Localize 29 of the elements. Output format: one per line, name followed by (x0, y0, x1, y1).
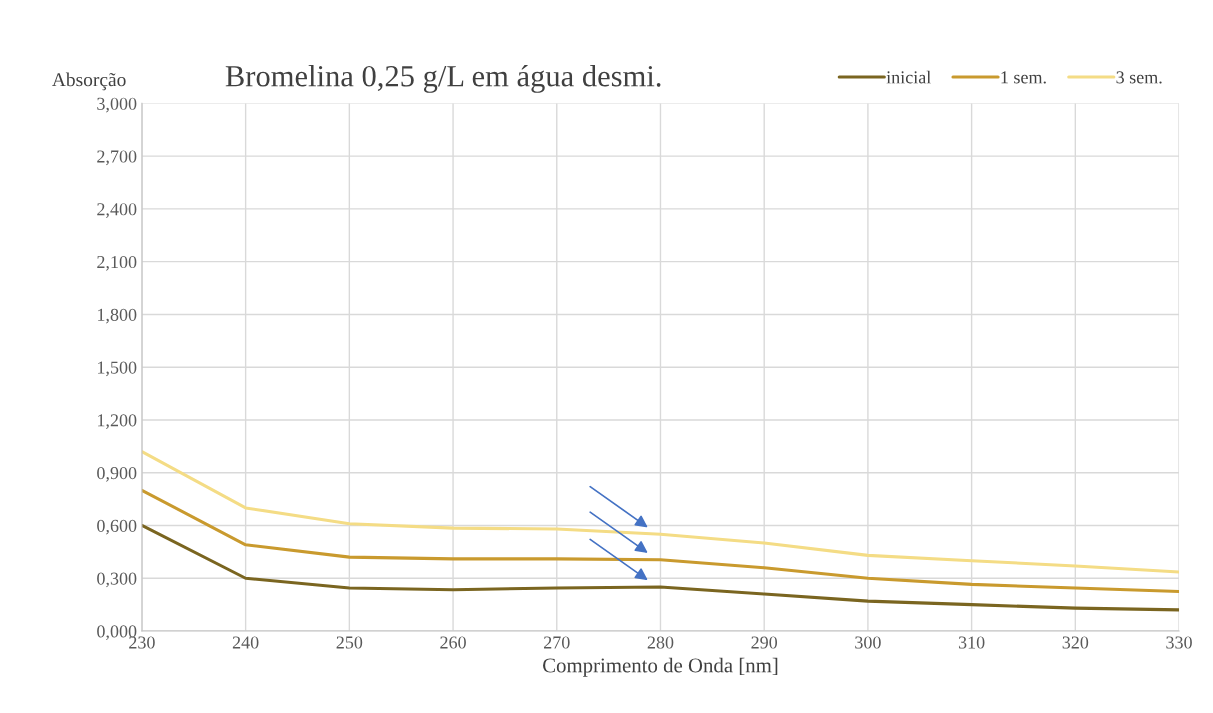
y-tick-label: 0,300 (97, 572, 137, 588)
line-series (141, 488, 1180, 593)
x-tick-label: 310 (958, 636, 985, 649)
x-axis-title: Comprimento de Onda [nm] (543, 657, 778, 677)
line-series (141, 450, 1180, 574)
x-tick-label: 320 (1062, 636, 1089, 649)
y-tick-label: 0,900 (97, 466, 137, 482)
x-tick-label: 250 (336, 636, 363, 649)
y-tick-label: 0,600 (97, 519, 137, 535)
y-tick-label: 1,800 (98, 308, 137, 324)
y-tick-label: 1,500 (98, 361, 137, 377)
legend-label: 1 sem. (1001, 71, 1046, 84)
x-tick-label: 240 (232, 636, 259, 649)
x-tick-label: 260 (440, 636, 466, 649)
legend-label: inicial (886, 70, 931, 84)
legend-label: 3 sem. (1116, 71, 1162, 84)
y-tick-label: 2,100 (97, 255, 137, 271)
x-tick-label: 290 (751, 636, 778, 649)
x-tick-label: 330 (1166, 636, 1192, 649)
y-tick-label: 2,400 (97, 203, 137, 218)
x-tick-label: 300 (855, 636, 881, 649)
y-tick-label: 2,700 (97, 150, 137, 166)
x-tick-label: 270 (544, 636, 570, 649)
x-tick-label: 280 (647, 636, 674, 649)
chart-title: Bromelina 0,25 g/L em água desmi. (225, 64, 661, 93)
line-series (141, 523, 1180, 612)
y-tick-label: 3,000 (97, 97, 137, 113)
y-tick-label: 1,200 (98, 414, 137, 429)
y-axis-title: Absorção (52, 72, 126, 91)
